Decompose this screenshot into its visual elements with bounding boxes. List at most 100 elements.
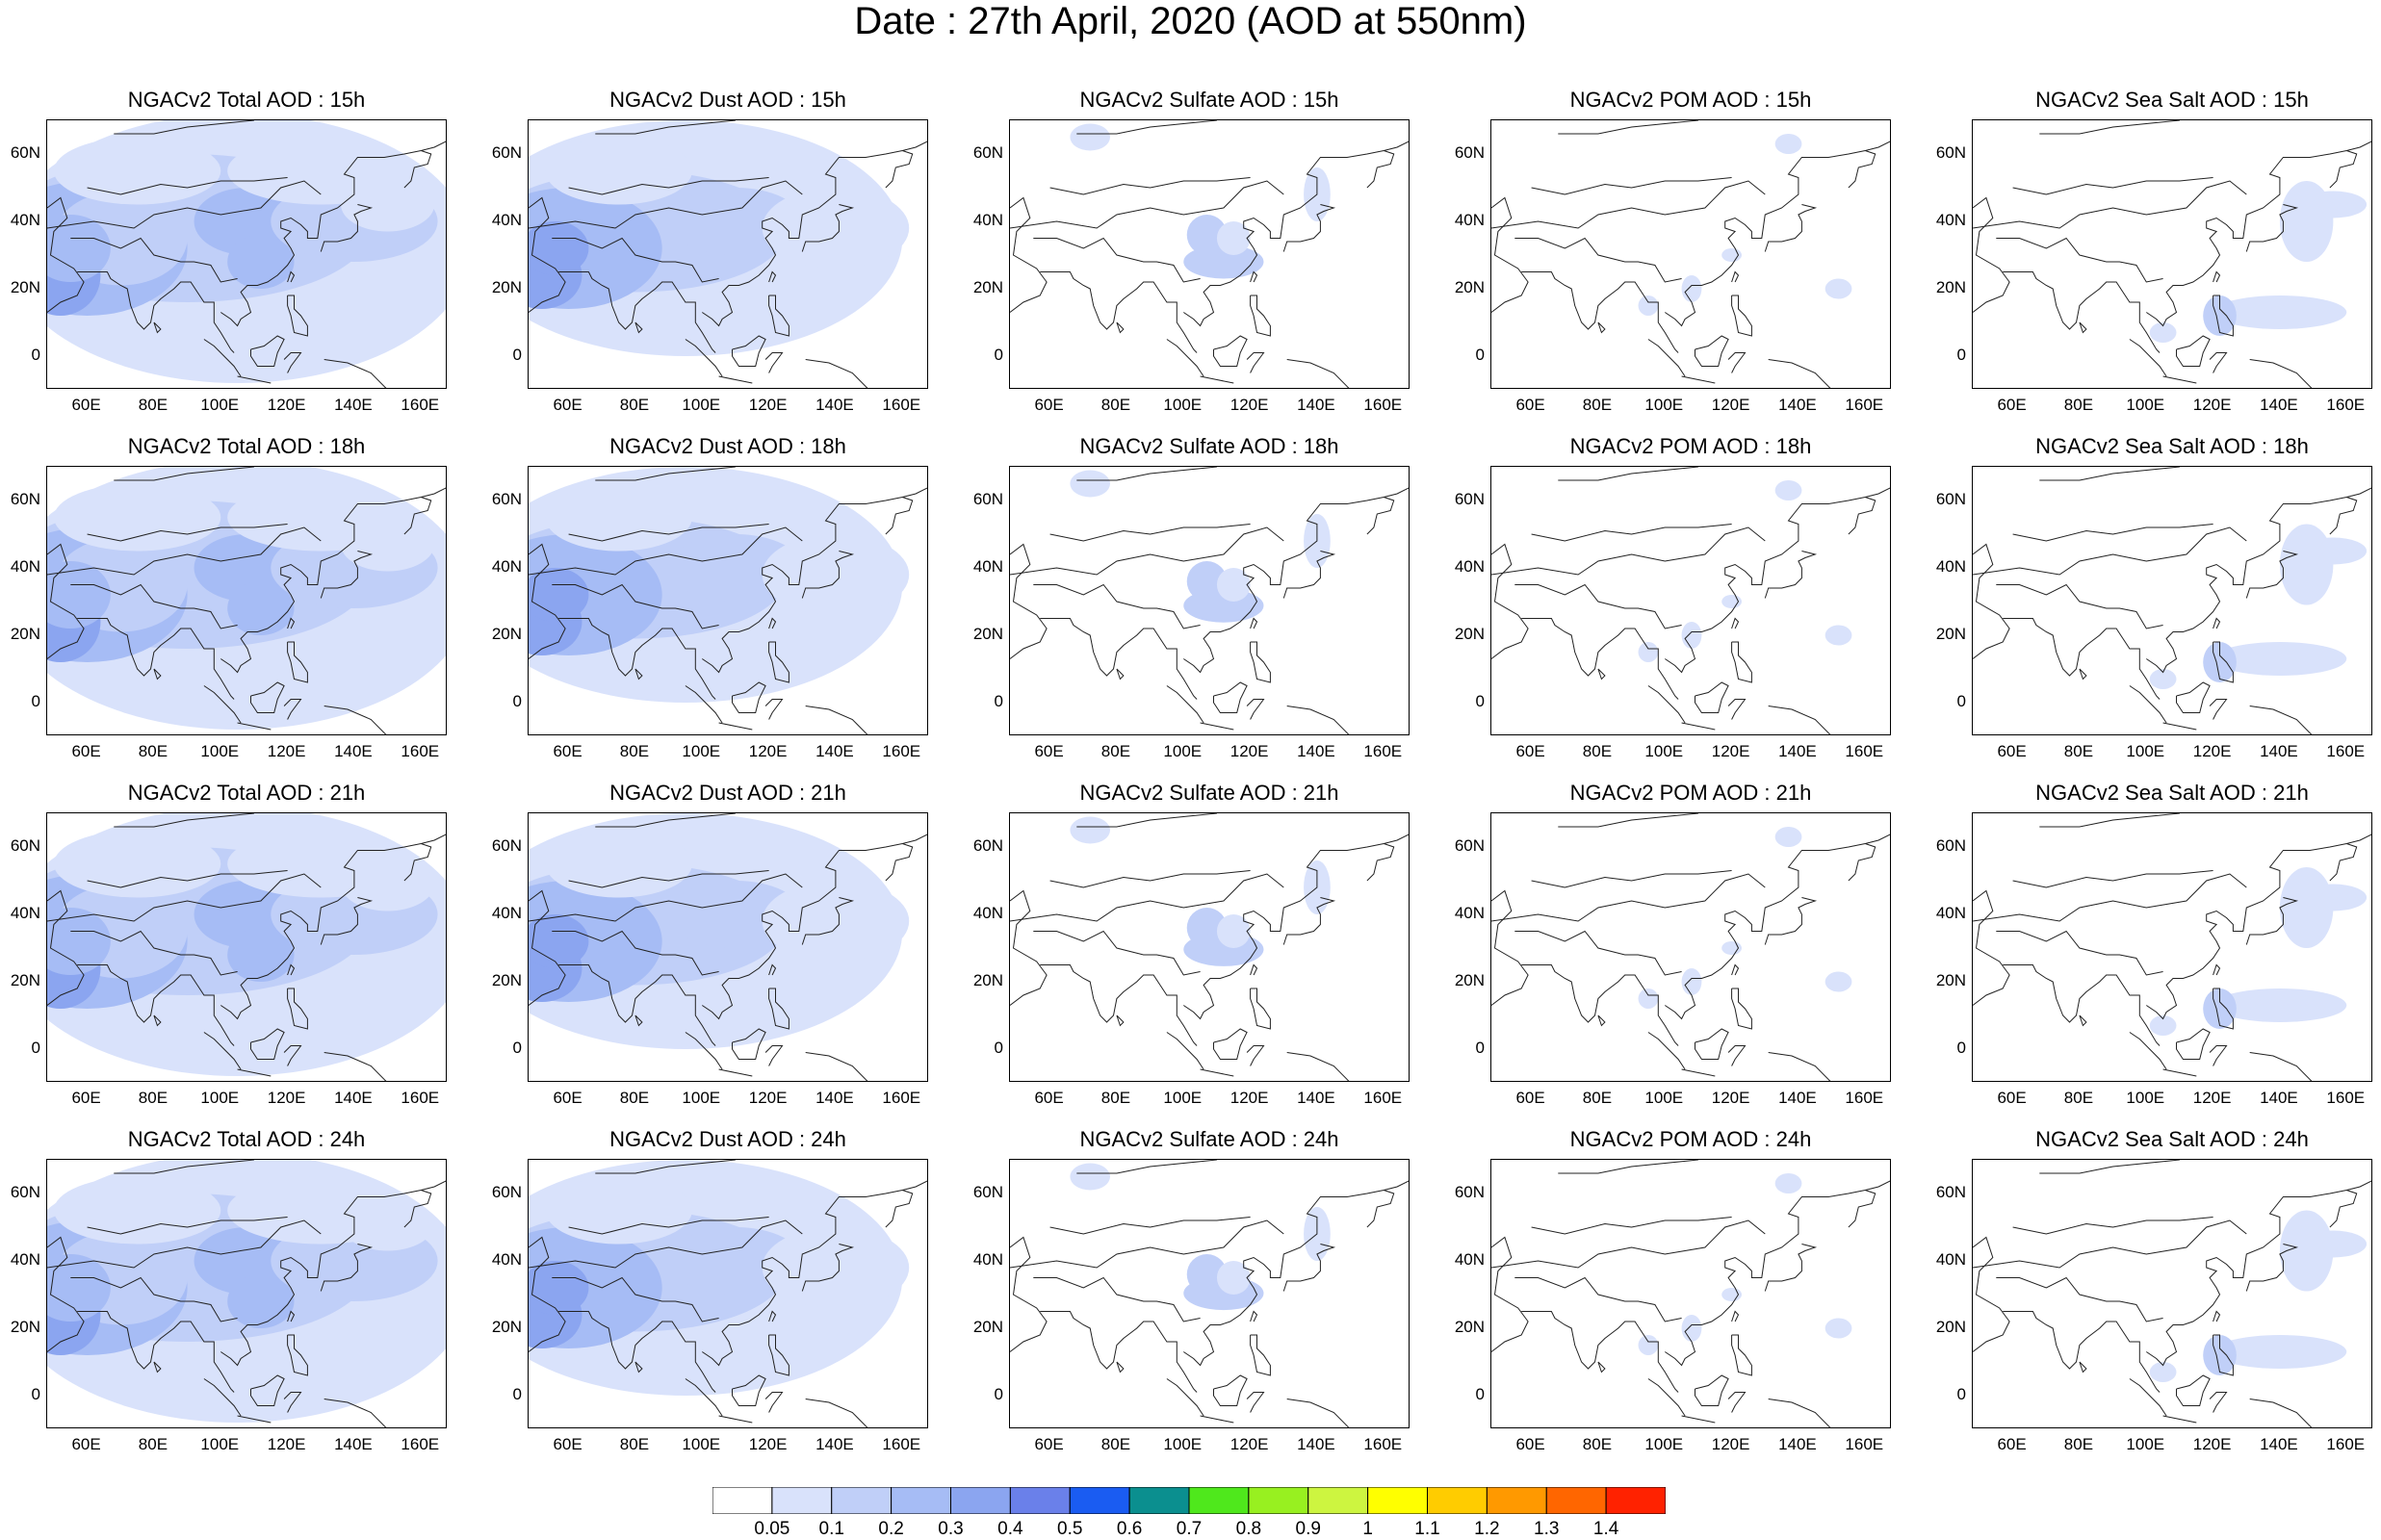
panel-title: NGACv2 Sulfate AOD : 18h xyxy=(1079,434,1339,458)
coastline xyxy=(702,141,927,327)
coastline xyxy=(1764,551,1818,599)
y-tick-label: 0 xyxy=(31,692,40,710)
coastline xyxy=(1033,237,1201,283)
x-tick-label: 120E xyxy=(2192,742,2232,760)
aod-region xyxy=(1070,123,1110,151)
coastline xyxy=(1491,889,1529,1006)
coastline xyxy=(1200,1068,1234,1077)
y-tick-label: 20N xyxy=(10,625,40,643)
coastline xyxy=(1558,813,1698,828)
coastline xyxy=(529,196,566,313)
x-tick-label: 140E xyxy=(1297,1435,1335,1453)
x-tick-label: 80E xyxy=(2063,1089,2094,1107)
coastline xyxy=(634,1361,643,1373)
map-svg xyxy=(529,1160,927,1427)
y-tick-label: 60N xyxy=(972,143,1003,162)
colorbar-label: 1 xyxy=(1362,1519,1373,1539)
panel-title: NGACv2 Dust AOD : 21h xyxy=(609,781,846,805)
coastline xyxy=(595,1160,736,1174)
aod-region xyxy=(2203,1335,2237,1375)
coastline xyxy=(2213,617,2221,629)
coastline xyxy=(718,1415,753,1424)
coastline xyxy=(1040,964,1198,1046)
x-tick-label: 160E xyxy=(882,1435,921,1453)
coastline xyxy=(203,339,242,377)
colorbar-swatch xyxy=(1009,1487,1071,1514)
aod-region xyxy=(1216,568,1251,602)
aod-region xyxy=(341,177,435,232)
coastline xyxy=(1647,685,1686,724)
coastline xyxy=(2329,150,2358,189)
coastline xyxy=(885,843,914,882)
x-tick-label: 100E xyxy=(1644,1089,1684,1107)
coastline xyxy=(287,1310,296,1322)
x-tick-label: 100E xyxy=(200,742,240,760)
coastline xyxy=(2129,1032,2167,1070)
coastline xyxy=(1213,1028,1248,1060)
coastline xyxy=(1764,204,1818,252)
coastline xyxy=(1213,681,1248,713)
y-tick-label: 20N xyxy=(10,1318,40,1336)
x-tick-label: 60E xyxy=(1515,1089,1545,1107)
panel-title: NGACv2 Sea Salt AOD : 21h xyxy=(2035,781,2309,805)
coastline xyxy=(1282,897,1336,945)
y-tick-label: 0 xyxy=(512,346,522,364)
map-panel xyxy=(528,1159,928,1428)
coastline xyxy=(885,497,914,535)
coastline xyxy=(1764,1244,1818,1292)
coastline xyxy=(768,963,777,976)
x-tick-label: 120E xyxy=(1711,742,1750,760)
coastline xyxy=(1973,526,2247,576)
x-tick-label: 60E xyxy=(71,742,101,760)
x-tick-label: 160E xyxy=(1845,1089,1884,1107)
coastline xyxy=(1366,843,1395,882)
y-tick-label: 60N xyxy=(491,490,522,508)
coastline xyxy=(2146,834,2371,1020)
x-tick-label: 140E xyxy=(2260,396,2298,414)
coastline xyxy=(1973,196,2010,313)
coastline xyxy=(2213,270,2221,283)
coastline xyxy=(114,813,254,828)
coastline xyxy=(2329,497,2358,535)
coastline xyxy=(801,551,855,599)
x-tick-label: 140E xyxy=(1778,396,1817,414)
x-tick-label: 80E xyxy=(138,1435,168,1453)
x-tick-label: 140E xyxy=(1778,1435,1817,1453)
coastline xyxy=(2129,1378,2167,1417)
coastline xyxy=(1286,359,1350,388)
y-tick-label: 0 xyxy=(1956,346,1966,364)
x-tick-label: 120E xyxy=(1229,396,1269,414)
panel-title: NGACv2 Sulfate AOD : 24h xyxy=(1079,1127,1339,1151)
coastline xyxy=(2176,1374,2211,1406)
coastline xyxy=(568,870,769,888)
coastline xyxy=(287,963,296,976)
y-tick-label: 0 xyxy=(994,1039,1003,1057)
coastline xyxy=(283,352,302,373)
x-tick-label: 100E xyxy=(682,396,721,414)
aod-region xyxy=(1774,1173,1802,1194)
coastline xyxy=(2249,706,2313,734)
x-tick-label: 140E xyxy=(2260,742,2298,760)
x-tick-label: 140E xyxy=(334,742,373,760)
panel-title: NGACv2 Sea Salt AOD : 24h xyxy=(2035,1127,2309,1151)
aod-region xyxy=(1216,914,1251,948)
coastline xyxy=(702,487,927,674)
y-tick-label: 60N xyxy=(10,836,40,855)
coastline xyxy=(2245,551,2299,599)
x-tick-label: 120E xyxy=(2192,1089,2232,1107)
coastline xyxy=(1597,668,1606,680)
coastline xyxy=(1521,964,1679,1046)
y-tick-label: 0 xyxy=(1475,1385,1485,1403)
coastline xyxy=(764,1045,784,1066)
coastline xyxy=(47,889,85,1006)
coastline xyxy=(1848,843,1876,882)
y-tick-label: 60N xyxy=(972,836,1003,855)
colorbar-swatch xyxy=(1427,1487,1488,1514)
coastline xyxy=(1010,1236,1048,1352)
coastline xyxy=(764,699,784,720)
coastline xyxy=(2213,988,2234,1030)
coastline xyxy=(1996,237,2163,283)
coastline xyxy=(1183,487,1409,674)
x-tick-label: 140E xyxy=(334,1089,373,1107)
coastline xyxy=(220,487,446,674)
